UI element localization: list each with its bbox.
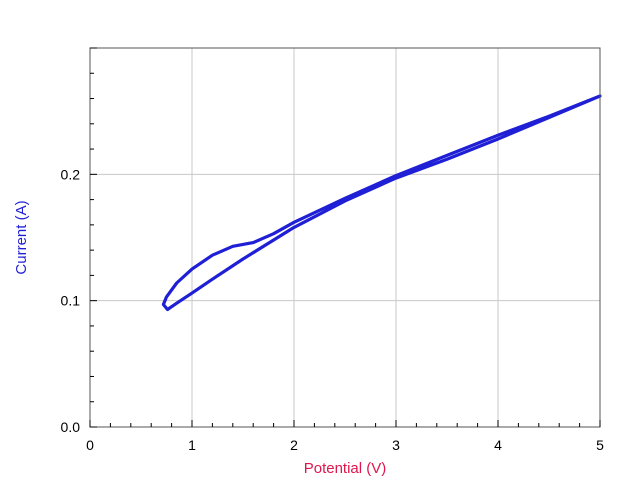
grid-layer bbox=[90, 48, 600, 427]
plot-frame bbox=[89, 47, 601, 428]
x-tick-label: 1 bbox=[188, 437, 196, 453]
tick-layer: 0 1 2 3 4 5 0.0 0.1 0.2 bbox=[61, 47, 604, 453]
x-tick-label: 3 bbox=[392, 437, 400, 453]
series-line bbox=[161, 94, 602, 312]
x-tick-label: 5 bbox=[596, 437, 604, 453]
y-tick-label: 0.1 bbox=[61, 293, 81, 309]
label-layer: Potential (V) Current (A) bbox=[13, 200, 386, 477]
x-tick-label: 4 bbox=[494, 437, 502, 453]
axis-layer bbox=[89, 47, 601, 428]
y-tick-label: 0.0 bbox=[61, 419, 81, 435]
x-axis-title: Potential (V) bbox=[304, 460, 387, 477]
series-layer bbox=[161, 94, 602, 312]
x-tick-label: 2 bbox=[290, 437, 298, 453]
x-tick-label: 0 bbox=[86, 437, 94, 453]
y-tick-label: 0.2 bbox=[61, 166, 81, 182]
y-axis-title: Current (A) bbox=[13, 200, 30, 274]
